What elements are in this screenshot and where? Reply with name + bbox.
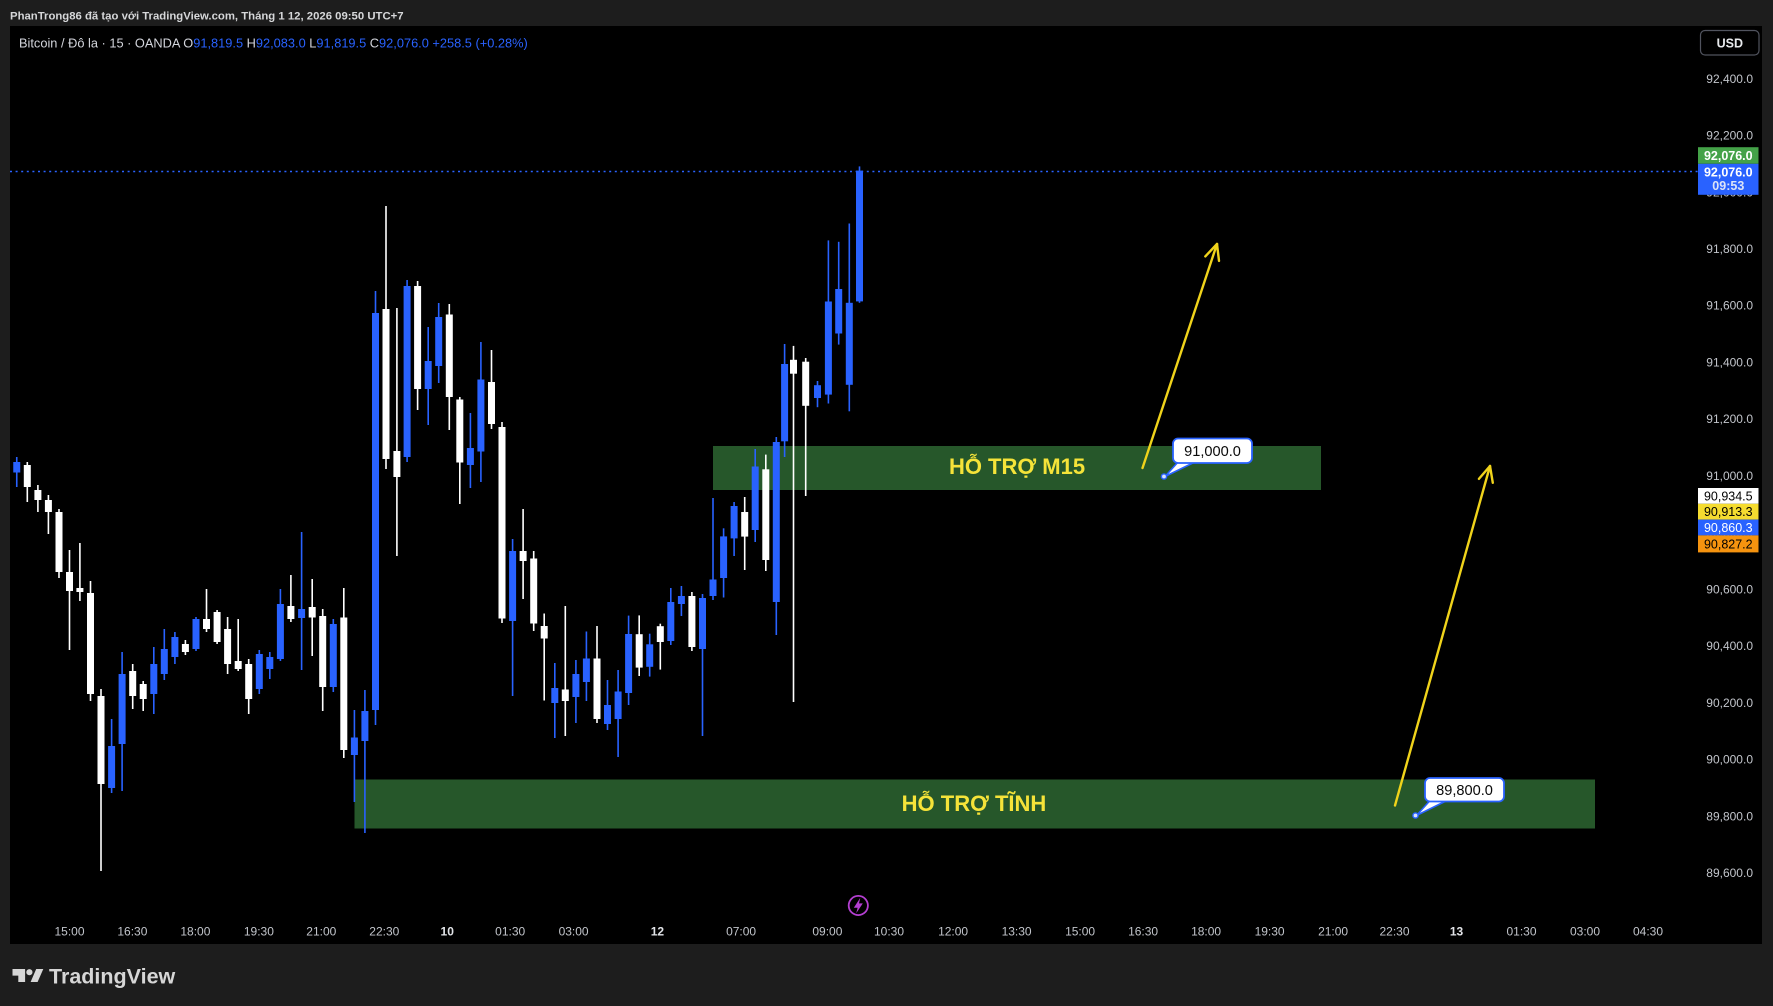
svg-text:22:30: 22:30 xyxy=(369,925,399,939)
svg-text:18:00: 18:00 xyxy=(180,925,210,939)
svg-text:10:30: 10:30 xyxy=(874,925,904,939)
svg-text:89,600.0: 89,600.0 xyxy=(1706,866,1753,880)
svg-text:90,000.0: 90,000.0 xyxy=(1706,753,1753,767)
svg-text:21:00: 21:00 xyxy=(1318,925,1348,939)
svg-text:18:00: 18:00 xyxy=(1191,925,1221,939)
svg-text:13:30: 13:30 xyxy=(1002,925,1032,939)
svg-text:90,400.0: 90,400.0 xyxy=(1706,639,1753,653)
svg-text:10: 10 xyxy=(441,925,455,939)
svg-text:19:30: 19:30 xyxy=(1255,925,1285,939)
svg-text:90,200.0: 90,200.0 xyxy=(1706,696,1753,710)
svg-text:12: 12 xyxy=(651,925,665,939)
svg-text:90,827.2: 90,827.2 xyxy=(1704,537,1753,551)
svg-text:91,600.0: 91,600.0 xyxy=(1706,299,1753,313)
svg-text:22:30: 22:30 xyxy=(1379,925,1409,939)
svg-text:21:00: 21:00 xyxy=(306,925,336,939)
svg-text:HỖ TRỢ M15: HỖ TRỢ M15 xyxy=(949,453,1085,479)
svg-text:91,400.0: 91,400.0 xyxy=(1706,356,1753,370)
svg-text:TradingView: TradingView xyxy=(49,965,176,989)
svg-text:04:30: 04:30 xyxy=(1633,925,1663,939)
svg-text:92,200.0: 92,200.0 xyxy=(1706,129,1753,143)
svg-text:12:00: 12:00 xyxy=(938,925,968,939)
svg-text:90,860.3: 90,860.3 xyxy=(1704,521,1753,535)
svg-text:91,000.0: 91,000.0 xyxy=(1706,469,1753,483)
svg-text:HỖ TRỢ TĨNH: HỖ TRỢ TĨNH xyxy=(902,790,1047,816)
svg-text:09:53: 09:53 xyxy=(1712,179,1744,193)
svg-text:13: 13 xyxy=(1450,925,1464,939)
svg-text:09:00: 09:00 xyxy=(812,925,842,939)
svg-text:89,800.0: 89,800.0 xyxy=(1706,809,1753,823)
svg-text:90,913.3: 90,913.3 xyxy=(1704,505,1753,519)
svg-text:15:00: 15:00 xyxy=(1065,925,1095,939)
svg-text:89,800.0: 89,800.0 xyxy=(1436,783,1493,799)
svg-text:15:00: 15:00 xyxy=(54,925,84,939)
svg-text:03:00: 03:00 xyxy=(559,925,589,939)
svg-text:90,600.0: 90,600.0 xyxy=(1706,582,1753,596)
svg-text:PhanTrong86 đã tạo với Trading: PhanTrong86 đã tạo với TradingView.com, … xyxy=(10,11,404,23)
svg-text:91,800.0: 91,800.0 xyxy=(1706,242,1753,256)
svg-text:USD: USD xyxy=(1717,36,1743,50)
svg-text:19:30: 19:30 xyxy=(244,925,274,939)
svg-text:90,934.5: 90,934.5 xyxy=(1704,489,1753,503)
svg-text:01:30: 01:30 xyxy=(1506,925,1536,939)
svg-text:03:00: 03:00 xyxy=(1570,925,1600,939)
svg-text:07:00: 07:00 xyxy=(726,925,756,939)
svg-text:91,200.0: 91,200.0 xyxy=(1706,412,1753,426)
svg-text:92,076.0: 92,076.0 xyxy=(1704,165,1753,179)
svg-text:01:30: 01:30 xyxy=(495,925,525,939)
svg-text:16:30: 16:30 xyxy=(1128,925,1158,939)
svg-text:92,076.0: 92,076.0 xyxy=(1704,149,1753,163)
svg-text:92,400.0: 92,400.0 xyxy=(1706,72,1753,86)
svg-text:Bitcoin / Đô la · 15 · OANDA: Bitcoin / Đô la · 15 · OANDA O91,819.5 H… xyxy=(19,36,528,51)
svg-text:91,000.0: 91,000.0 xyxy=(1184,444,1241,460)
svg-text:16:30: 16:30 xyxy=(117,925,147,939)
